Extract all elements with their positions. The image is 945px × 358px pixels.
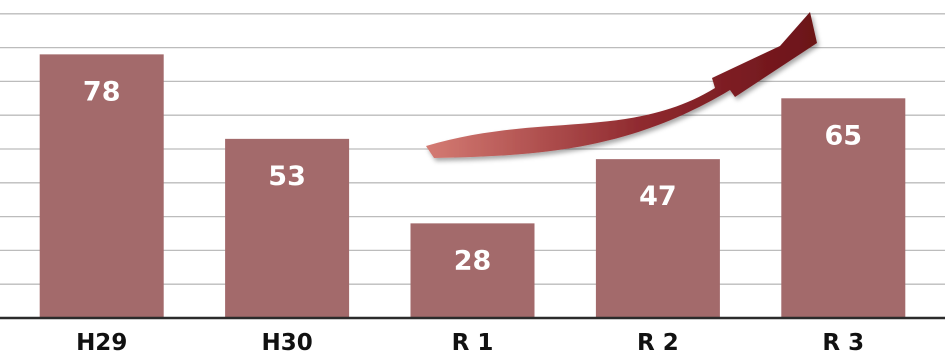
bars [39, 54, 906, 319]
bar-value-labels: 78 53 28 47 65 [83, 76, 862, 276]
x-tick-label: R 3 [822, 330, 864, 356]
x-tick-label: H30 [261, 330, 312, 356]
x-axis-tick-labels: H29 H30 R 1 R 2 R 3 [76, 330, 864, 356]
x-tick-label: R 2 [637, 330, 679, 356]
bar-value-label: 47 [639, 181, 677, 212]
x-tick-label: H29 [76, 330, 127, 356]
bar-value-label: 53 [268, 161, 306, 192]
bar-r1 [410, 223, 535, 318]
bar-h29 [39, 54, 164, 319]
bar-h30 [225, 138, 350, 318]
bar-value-label: 28 [454, 245, 492, 276]
trend-arrow-icon [426, 12, 817, 158]
bar-value-label: 65 [825, 120, 863, 151]
bar-r2 [595, 159, 720, 318]
x-tick-label: R 1 [452, 330, 494, 356]
bar-value-label: 78 [83, 76, 121, 107]
bar-r3 [781, 98, 906, 318]
